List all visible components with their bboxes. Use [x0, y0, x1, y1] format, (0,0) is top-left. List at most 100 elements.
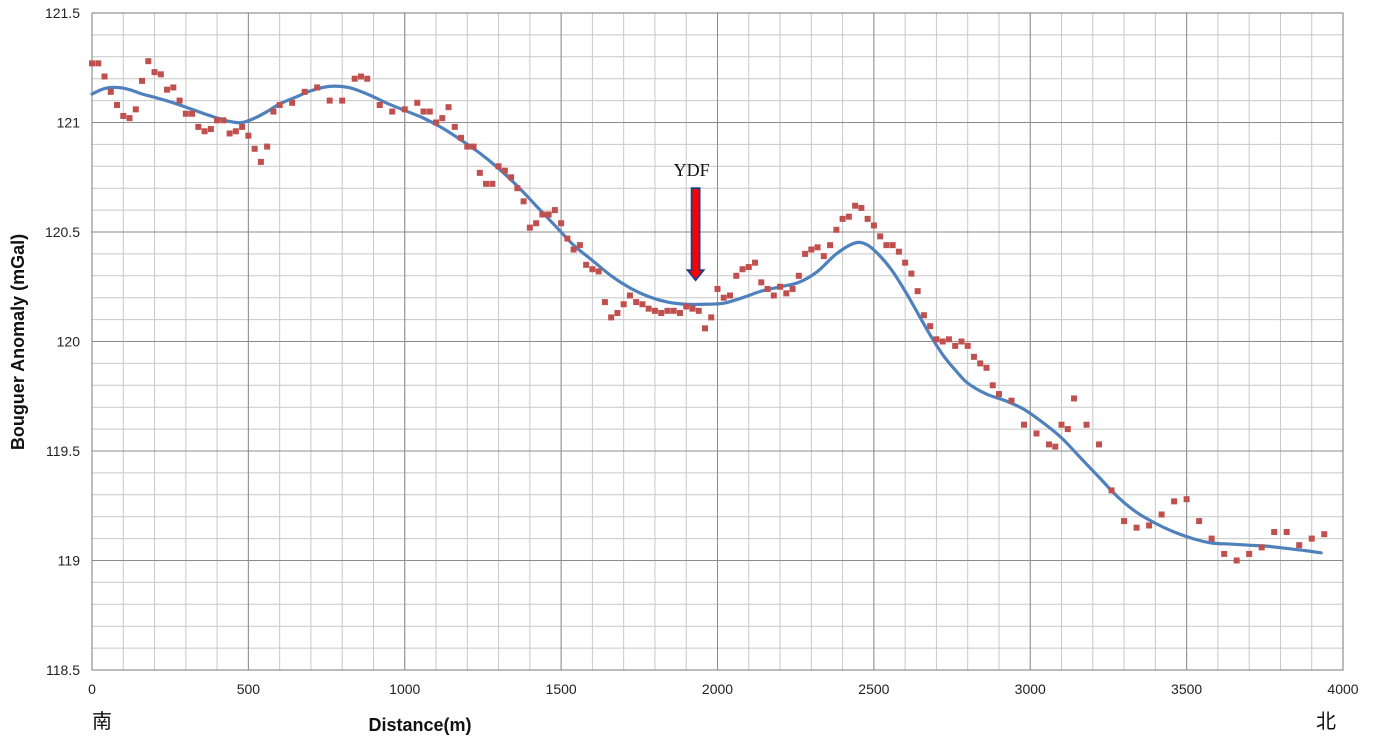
- data-point: [695, 307, 702, 314]
- data-point: [964, 342, 971, 349]
- data-point: [839, 215, 846, 222]
- data-point: [720, 294, 727, 301]
- data-point: [764, 285, 771, 292]
- y-tick-label: 120: [57, 334, 81, 350]
- ydf-arrow-group: [685, 187, 706, 282]
- data-point: [1071, 395, 1078, 402]
- y-tick-label: 118.5: [46, 662, 80, 678]
- data-point: [927, 323, 934, 330]
- data-point: [470, 143, 477, 150]
- data-point: [802, 250, 809, 257]
- data-point: [264, 143, 271, 150]
- data-point: [895, 248, 902, 255]
- data-point: [583, 261, 590, 268]
- data-point: [952, 342, 959, 349]
- data-point: [777, 283, 784, 290]
- data-point: [651, 307, 658, 314]
- data-point: [339, 97, 346, 104]
- data-point: [526, 224, 533, 231]
- south-label: 南: [92, 709, 112, 733]
- data-point: [676, 310, 683, 317]
- data-point: [101, 73, 108, 80]
- data-point: [139, 77, 146, 84]
- data-point: [176, 97, 183, 104]
- data-point: [1221, 550, 1228, 557]
- y-tick-label: 119.5: [46, 443, 80, 459]
- x-tick-label: 4000: [1327, 681, 1358, 697]
- x-tick-label: 0: [88, 681, 96, 697]
- data-point: [914, 288, 921, 295]
- data-point: [1271, 529, 1278, 536]
- data-point: [207, 126, 214, 133]
- data-point: [114, 101, 121, 108]
- data-point: [201, 128, 208, 135]
- x-tick-label: 1500: [546, 681, 577, 697]
- data-point: [1052, 443, 1059, 450]
- data-point: [314, 84, 321, 91]
- data-point: [808, 246, 815, 253]
- data-point: [1283, 529, 1290, 536]
- data-point: [276, 101, 283, 108]
- data-point: [620, 301, 627, 308]
- data-point: [1058, 421, 1065, 428]
- y-axis-title: Bouguer Anomaly (mGal): [8, 234, 28, 450]
- data-point: [752, 259, 759, 266]
- data-point: [945, 336, 952, 343]
- data-point: [120, 112, 127, 119]
- data-point: [426, 108, 433, 115]
- data-point: [639, 301, 646, 308]
- data-point: [733, 272, 740, 279]
- data-point: [232, 128, 239, 135]
- data-point: [626, 292, 633, 299]
- data-point: [989, 382, 996, 389]
- data-point: [870, 222, 877, 229]
- data-point: [670, 307, 677, 314]
- data-point: [433, 119, 440, 126]
- data-point: [539, 211, 546, 218]
- y-tick-label: 121.5: [45, 5, 80, 21]
- data-point: [595, 268, 602, 275]
- data-point: [683, 303, 690, 310]
- data-point: [1008, 397, 1015, 404]
- data-point: [995, 391, 1002, 398]
- data-point: [401, 106, 408, 113]
- data-point: [1171, 498, 1178, 505]
- data-point: [351, 75, 358, 82]
- data-point: [614, 310, 621, 317]
- ydf-arrow: [685, 187, 706, 282]
- data-point: [126, 115, 133, 122]
- data-point: [1196, 518, 1203, 525]
- data-point: [958, 338, 965, 345]
- data-point: [251, 145, 258, 152]
- data-point: [920, 312, 927, 319]
- x-tick-label: 500: [237, 681, 261, 697]
- north-label: 北: [1316, 709, 1336, 733]
- data-point: [439, 115, 446, 122]
- data-point: [239, 123, 246, 130]
- data-point: [1208, 535, 1215, 542]
- data-point: [107, 88, 114, 95]
- data-point: [589, 266, 596, 273]
- data-point: [451, 123, 458, 130]
- data-point: [601, 299, 608, 306]
- data-point: [833, 226, 840, 233]
- data-point: [1064, 426, 1071, 433]
- data-point: [1246, 550, 1253, 557]
- data-point: [689, 305, 696, 312]
- data-point: [714, 285, 721, 292]
- data-point: [389, 108, 396, 115]
- data-point: [414, 99, 421, 106]
- data-point: [877, 233, 884, 240]
- fitted-curve-group: [90, 84, 1323, 555]
- data-point: [495, 163, 502, 170]
- x-tick-labels: 0 500 1000 1500 2000 2500 3000 3500 4000: [88, 681, 1359, 697]
- data-point: [633, 299, 640, 306]
- data-point: [939, 338, 946, 345]
- data-point: [820, 253, 827, 260]
- data-point: [145, 58, 152, 65]
- data-point: [864, 215, 871, 222]
- data-point: [701, 325, 708, 332]
- x-tick-label: 3000: [1015, 681, 1046, 697]
- data-point: [564, 235, 571, 242]
- data-point: [827, 242, 834, 249]
